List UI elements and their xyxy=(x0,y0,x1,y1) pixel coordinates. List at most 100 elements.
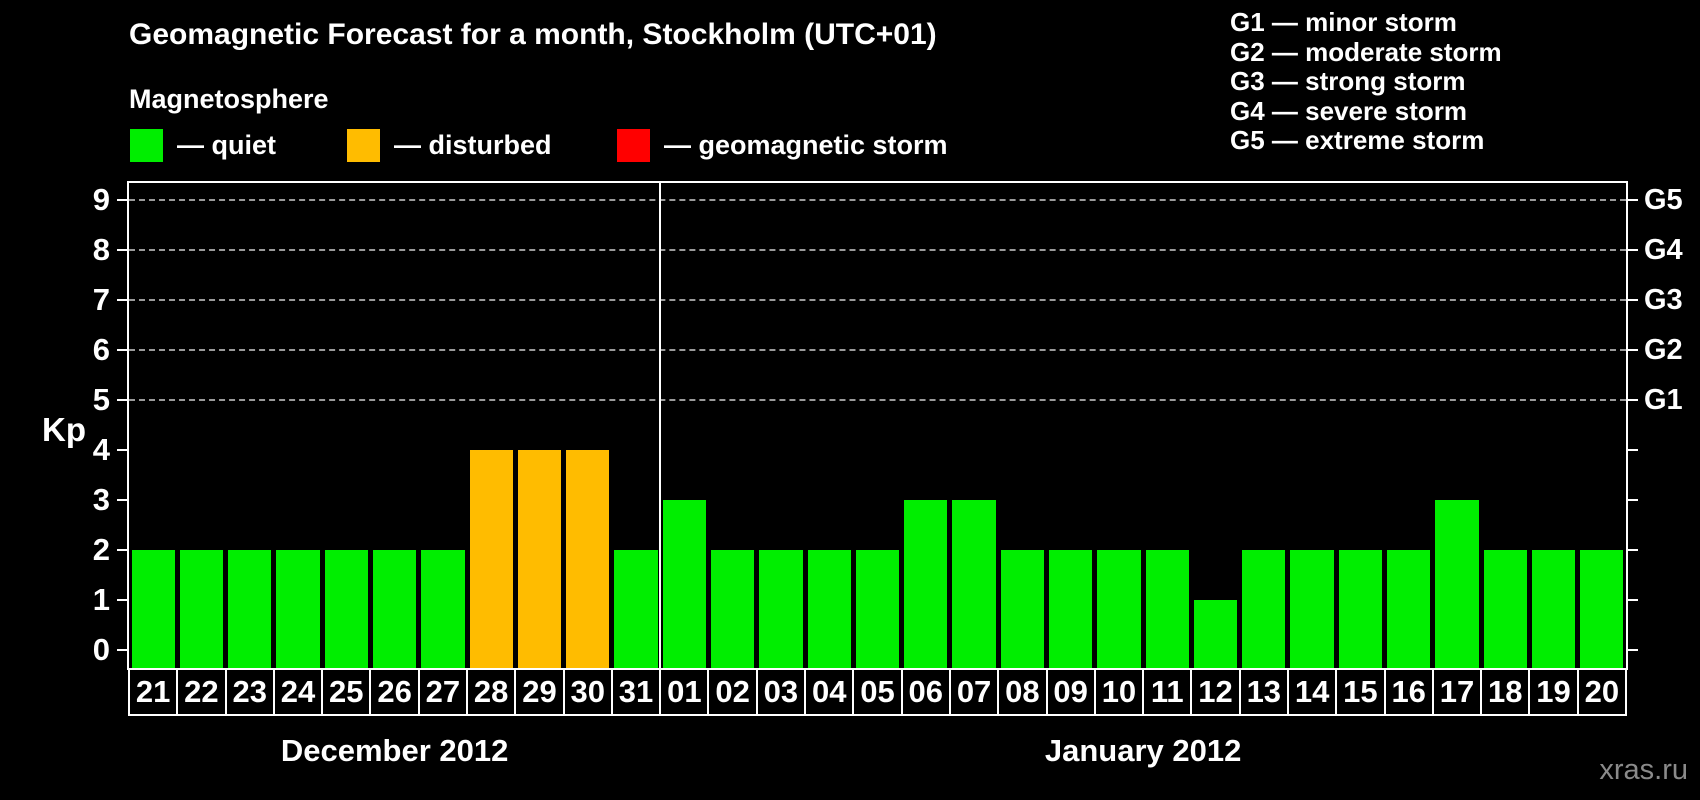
legend-swatch-storm xyxy=(617,128,650,162)
page-title: Geomagnetic Forecast for a month, Stockh… xyxy=(129,18,937,51)
bar-11 xyxy=(1145,550,1189,668)
y-tick-left-0 xyxy=(117,649,127,651)
date-cell-01: 01 xyxy=(659,668,710,716)
bar-30 xyxy=(566,450,610,668)
date-cell-02: 02 xyxy=(707,668,758,716)
y-tick-left-2 xyxy=(117,549,127,551)
bar-18 xyxy=(1483,550,1527,668)
g-scale-line-2: G3 — strong storm xyxy=(1230,66,1466,97)
bar-10 xyxy=(1097,550,1141,668)
date-cell-13: 13 xyxy=(1238,668,1289,716)
date-cell-04: 04 xyxy=(804,668,855,716)
bar-28 xyxy=(469,450,513,668)
date-cell-22: 22 xyxy=(176,668,227,716)
y-tick-left-3 xyxy=(117,499,127,501)
legend-label-disturbed: — disturbed xyxy=(394,129,552,160)
y-tick-left-1 xyxy=(117,599,127,601)
watermark: xras.ru xyxy=(1599,754,1688,786)
bar-16 xyxy=(1387,550,1431,668)
bar-14 xyxy=(1290,550,1334,668)
date-cell-07: 07 xyxy=(948,668,1000,716)
bar-27 xyxy=(421,550,465,668)
date-cell-06: 06 xyxy=(900,668,951,716)
g-level-label-G2: G2 xyxy=(1644,334,1683,366)
date-cell-31: 31 xyxy=(610,668,662,716)
legend-label-storm: — geomagnetic storm xyxy=(664,129,948,160)
gridline-kp-5 xyxy=(129,399,1626,401)
g-level-label-G4: G4 xyxy=(1644,234,1683,266)
y-tick-right-8 xyxy=(1628,249,1638,251)
bar-22 xyxy=(179,550,224,668)
bar-02 xyxy=(710,550,755,668)
legend-item-quiet: — quiet xyxy=(130,127,276,163)
date-cell-30: 30 xyxy=(562,668,613,716)
g-scale-line-4: G5 — extreme storm xyxy=(1230,125,1485,156)
date-cell-11: 11 xyxy=(1142,668,1193,716)
date-cell-15: 15 xyxy=(1335,668,1386,716)
y-tick-right-0 xyxy=(1628,649,1638,651)
gridline-kp-6 xyxy=(129,349,1626,351)
g-level-label-G5: G5 xyxy=(1644,184,1683,216)
y-tick-right-1 xyxy=(1628,599,1638,601)
date-cell-09: 09 xyxy=(1045,668,1096,716)
date-cell-12: 12 xyxy=(1190,668,1241,716)
gridline-kp-9 xyxy=(129,199,1626,201)
legend-label-quiet: — quiet xyxy=(177,129,276,160)
bar-17 xyxy=(1435,500,1479,668)
date-cell-16: 16 xyxy=(1383,668,1434,716)
y-tick-right-9 xyxy=(1628,199,1638,201)
date-cell-14: 14 xyxy=(1286,668,1338,716)
date-cell-23: 23 xyxy=(224,668,275,716)
y-tick-left-5 xyxy=(117,399,127,401)
bar-24 xyxy=(276,550,320,668)
y-tick-label-3: 3 xyxy=(92,482,110,517)
month-label-0: December 2012 xyxy=(280,733,509,768)
bar-25 xyxy=(324,550,368,668)
date-cell-05: 05 xyxy=(852,668,903,716)
bar-07 xyxy=(952,500,996,668)
g-scale-legend: G1 — minor storm G2 — moderate storm G3 — … xyxy=(1230,7,1502,156)
y-tick-label-9: 9 xyxy=(92,182,110,217)
y-tick-left-7 xyxy=(117,299,127,301)
month-separator-line xyxy=(659,183,662,668)
g-scale-line-1: G2 — moderate storm xyxy=(1230,36,1502,67)
y-tick-right-2 xyxy=(1628,549,1638,551)
date-cell-08: 08 xyxy=(997,668,1048,716)
bar-23 xyxy=(228,550,272,668)
bar-08 xyxy=(1000,550,1044,668)
date-cell-27: 27 xyxy=(417,668,469,716)
y-tick-left-9 xyxy=(117,199,127,201)
legend-swatch-quiet xyxy=(130,128,163,162)
y-tick-left-4 xyxy=(117,449,127,451)
bar-04 xyxy=(807,550,851,668)
g-scale-line-0: G1 — minor storm xyxy=(1230,7,1457,37)
date-cell-25: 25 xyxy=(321,668,372,716)
date-cell-17: 17 xyxy=(1431,668,1483,716)
y-tick-label-8: 8 xyxy=(92,232,110,267)
y-tick-right-5 xyxy=(1628,399,1638,401)
bar-26 xyxy=(372,550,417,668)
date-cell-28: 28 xyxy=(466,668,517,716)
date-cell-10: 10 xyxy=(1093,668,1145,716)
g-level-label-G1: G1 xyxy=(1644,384,1683,416)
chart-plot-area xyxy=(127,181,1628,670)
month-label-1: January 2012 xyxy=(1044,733,1242,768)
y-tick-label-2: 2 xyxy=(92,532,110,567)
bar-20 xyxy=(1580,550,1624,668)
g-level-label-G3: G3 xyxy=(1644,284,1683,316)
bar-06 xyxy=(904,500,948,668)
y-tick-right-6 xyxy=(1628,349,1638,351)
date-cell-26: 26 xyxy=(369,668,420,716)
bar-19 xyxy=(1531,550,1576,668)
y-tick-right-7 xyxy=(1628,299,1638,301)
y-tick-label-6: 6 xyxy=(92,332,110,367)
y-axis-label-kp: Kp xyxy=(42,411,86,448)
date-cell-18: 18 xyxy=(1480,668,1531,716)
bar-01 xyxy=(662,500,706,668)
magnetosphere-subtitle: Magnetosphere xyxy=(129,84,329,114)
bar-15 xyxy=(1338,550,1383,668)
bar-31 xyxy=(614,550,658,668)
legend-item-storm: — geomagnetic storm xyxy=(617,127,948,163)
y-tick-left-6 xyxy=(117,349,127,351)
date-cell-03: 03 xyxy=(755,668,807,716)
